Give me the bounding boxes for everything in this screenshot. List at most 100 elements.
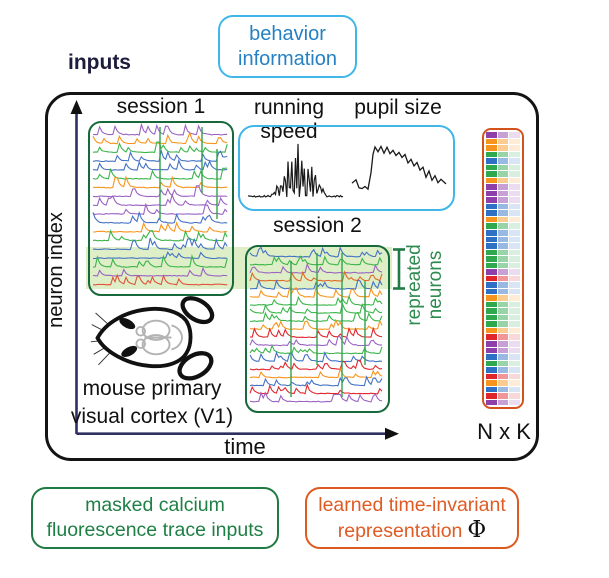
repeated-neurons-label-line2: neurons [425,250,446,320]
nk-matrix-row [486,249,521,256]
nk-matrix-cell [497,223,509,229]
nk-matrix-cell [509,236,521,243]
nk-matrix-cell [509,301,521,308]
nk-matrix-cell [486,236,497,243]
nk-matrix-cell [486,282,497,288]
behavior-information-box: behavior information [218,15,357,78]
nk-matrix-row [486,301,521,308]
repeated-neurons-label: repreated neurons [404,224,448,346]
nk-matrix-cell [486,393,497,399]
session1-box [88,121,234,296]
nk-matrix-row [486,190,521,197]
nk-matrix-cell [486,308,497,314]
nk-matrix-cell [486,380,497,386]
nk-matrix-cell [497,145,509,151]
nk-matrix-cell [486,321,497,327]
nk-matrix-row [486,327,521,334]
nk-matrix-cell [486,190,497,197]
main-panel [45,92,539,461]
nk-matrix-cell [497,164,509,171]
nk-matrix-cell [497,354,509,360]
nk-matrix-cell [497,341,509,347]
legend-learned-line2: representation Φ [338,516,487,544]
nk-matrix [482,128,524,409]
mouse-caption-line1: mouse primary [82,377,222,400]
nk-matrix-cell [486,223,497,229]
nk-matrix-row [486,243,521,249]
nk-matrix-row [486,314,521,321]
nk-matrix-cell [509,249,521,256]
nk-matrix-cell [486,210,497,216]
nk-matrix-cell [509,269,521,275]
nk-label: N x K [477,419,531,444]
nk-matrix-row [486,393,521,399]
nk-matrix-cell [509,282,521,288]
nk-matrix-cell [509,386,521,393]
nk-matrix-cell [486,341,497,347]
nk-matrix-cell [509,354,521,360]
nk-matrix-cell [486,269,497,275]
nk-matrix-cell [509,341,521,347]
nk-matrix-cell [497,334,509,340]
nk-matrix-cell [509,373,521,380]
phi-symbol: Φ [467,516,487,543]
nk-matrix-cell [509,334,521,340]
nk-matrix-cell [486,327,497,334]
session2-traces [249,247,383,403]
nk-matrix-row [486,184,521,190]
nk-matrix-cell [486,314,497,321]
nk-matrix-cell [509,367,521,373]
nk-matrix-cell [509,393,521,399]
nk-matrix-cell [497,386,509,393]
nk-matrix-cell [497,327,509,334]
mouse-caption-line2: visual cortex (V1) [70,405,234,428]
nk-matrix-cell [509,321,521,327]
nk-matrix-cell [486,197,497,203]
nk-matrix-row [486,269,521,275]
behavior-box-line2: information [238,47,337,70]
nk-matrix-cell [509,288,521,295]
nk-matrix-row [486,282,521,288]
nk-matrix-cell [497,171,509,177]
nk-matrix-cell [509,229,521,236]
nk-matrix-cell [486,132,497,138]
nk-matrix-cell [497,132,509,138]
nk-matrix-cell [497,256,509,262]
legend-masked-line1: masked calcium [85,494,225,516]
nk-matrix-cell [486,360,497,367]
nk-matrix-row [486,132,521,138]
nk-matrix-cell [497,203,509,210]
nk-matrix-cell [509,210,521,216]
nk-matrix-row [486,380,521,386]
repeated-neurons-band [86,247,392,289]
nk-matrix-cell [486,171,497,177]
nk-matrix-cell [486,216,497,223]
nk-matrix-cell [509,203,521,210]
nk-matrix-cell [486,229,497,236]
nk-matrix-row [486,262,521,269]
nk-matrix-cell [486,256,497,262]
legend-masked-line2: fluorescence trace inputs [46,519,264,541]
nk-matrix-cell [509,275,521,282]
mouse-brain-icon [135,319,183,356]
nk-matrix-cell [497,367,509,373]
nk-matrix-cell [486,386,497,393]
repeated-neurons-bracket [393,248,405,290]
nk-matrix-cell [486,295,497,301]
mouse-head-outline-icon [95,306,193,369]
legend-learned-box: learned time-invariant representation Φ [305,487,519,549]
behavior-traces [247,143,447,198]
inputs-label: inputs [68,51,131,74]
nk-matrix-cell [509,380,521,386]
nk-matrix-row [486,138,521,145]
behavior-plots-box [238,125,455,211]
nk-matrix-cell [497,347,509,354]
nk-matrix-row [486,373,521,380]
nk-matrix-row [486,321,521,327]
nk-matrix-row [486,171,521,177]
nk-matrix-cell [509,158,521,164]
nk-matrix-cell [486,184,497,190]
nk-matrix-row [486,347,521,354]
nk-matrix-cell [497,190,509,197]
nk-matrix-row [486,367,521,373]
